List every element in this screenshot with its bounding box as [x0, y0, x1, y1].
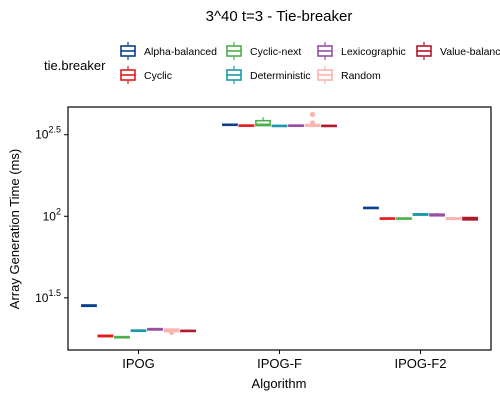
- legend-label: Alpha-balanced: [144, 46, 217, 58]
- box-deterministic-ipog-f: [271, 124, 288, 128]
- box-random-ipog: [163, 328, 180, 335]
- box-cyclic-next-ipog-f2: [396, 217, 412, 220]
- chart-title: 3^40 t=3 - Tie-breaker: [206, 8, 353, 25]
- legend-item-cyclic-next: Cyclic-next: [226, 42, 301, 60]
- y-axis-label: Array Generation Time (ms): [7, 149, 22, 309]
- box-cyclic-ipog: [97, 334, 114, 338]
- legend: Alpha-balanced Cyclic Cyclic-next Determini…: [120, 42, 500, 84]
- legend-title: tie.breaker: [44, 58, 106, 73]
- legend-label: Value-balanced: [440, 46, 500, 58]
- y-tick-exponent: 1.5: [48, 288, 61, 298]
- box-random-ipog-f: [304, 111, 321, 128]
- legend-item-lexicographic: Lexicographic: [317, 42, 406, 60]
- box-alpha-balanced-ipog: [81, 304, 97, 308]
- legend-item-random: Random: [317, 66, 381, 84]
- legend-item-cyclic: Cyclic: [120, 66, 172, 84]
- y-tick-label: 102.5: [35, 125, 61, 142]
- legend-label: Lexicographic: [341, 46, 406, 58]
- box-cyclic-next-ipog-f: [255, 117, 271, 127]
- box-cyclic-ipog-f: [238, 124, 255, 127]
- outlier-point: [168, 329, 175, 335]
- legend-label: Cyclic-next: [250, 46, 301, 58]
- y-tick-label: 102: [43, 206, 61, 223]
- box-random-ipog-f2: [445, 217, 462, 221]
- y-tick-label: 101.5: [35, 288, 61, 305]
- legend-label: Deterministic: [250, 70, 311, 82]
- legend-label: Cyclic: [144, 70, 172, 82]
- x-axis: IPOG IPOG-F IPOG-F2: [122, 350, 447, 371]
- outlier-point: [309, 111, 316, 118]
- box-cyclic-next-ipog: [114, 335, 130, 339]
- y-tick-base: 10: [43, 209, 57, 223]
- plot-panel: [67, 106, 492, 351]
- legend-item-value-balanced: Value-balanced: [416, 42, 500, 60]
- box-alpha-balanced-ipog-f2: [363, 206, 379, 210]
- box-value-balanced-ipog-f2: [462, 216, 478, 221]
- box-lexicographic-ipog-f2: [429, 213, 445, 217]
- box-lexicographic-ipog-f: [288, 124, 304, 128]
- x-tick-label: IPOG: [122, 356, 155, 371]
- box-deterministic-ipog-f2: [412, 213, 429, 216]
- y-tick-base: 10: [35, 128, 49, 142]
- x-tick-label: IPOG-F: [257, 356, 302, 371]
- box-alpha-balanced-ipog-f: [222, 123, 238, 127]
- x-tick-label: IPOG-F2: [394, 356, 446, 371]
- x-axis-label: Algorithm: [252, 376, 307, 391]
- boxplot-series: [81, 111, 478, 339]
- y-tick-exponent: 2: [56, 206, 61, 216]
- legend-item-alpha-balanced: Alpha-balanced: [120, 42, 217, 60]
- box-deterministic-ipog: [130, 329, 147, 333]
- box-cyclic-ipog-f2: [379, 217, 396, 220]
- legend-item-deterministic: Deterministic: [226, 66, 311, 84]
- outlier-point: [309, 120, 316, 126]
- box-value-balanced-ipog: [180, 329, 196, 333]
- y-tick-base: 10: [35, 291, 49, 305]
- y-tick-exponent: 2.5: [48, 125, 61, 135]
- box-value-balanced-ipog-f: [321, 124, 337, 128]
- box-lexicographic-ipog: [147, 327, 163, 331]
- legend-label: Random: [341, 70, 381, 82]
